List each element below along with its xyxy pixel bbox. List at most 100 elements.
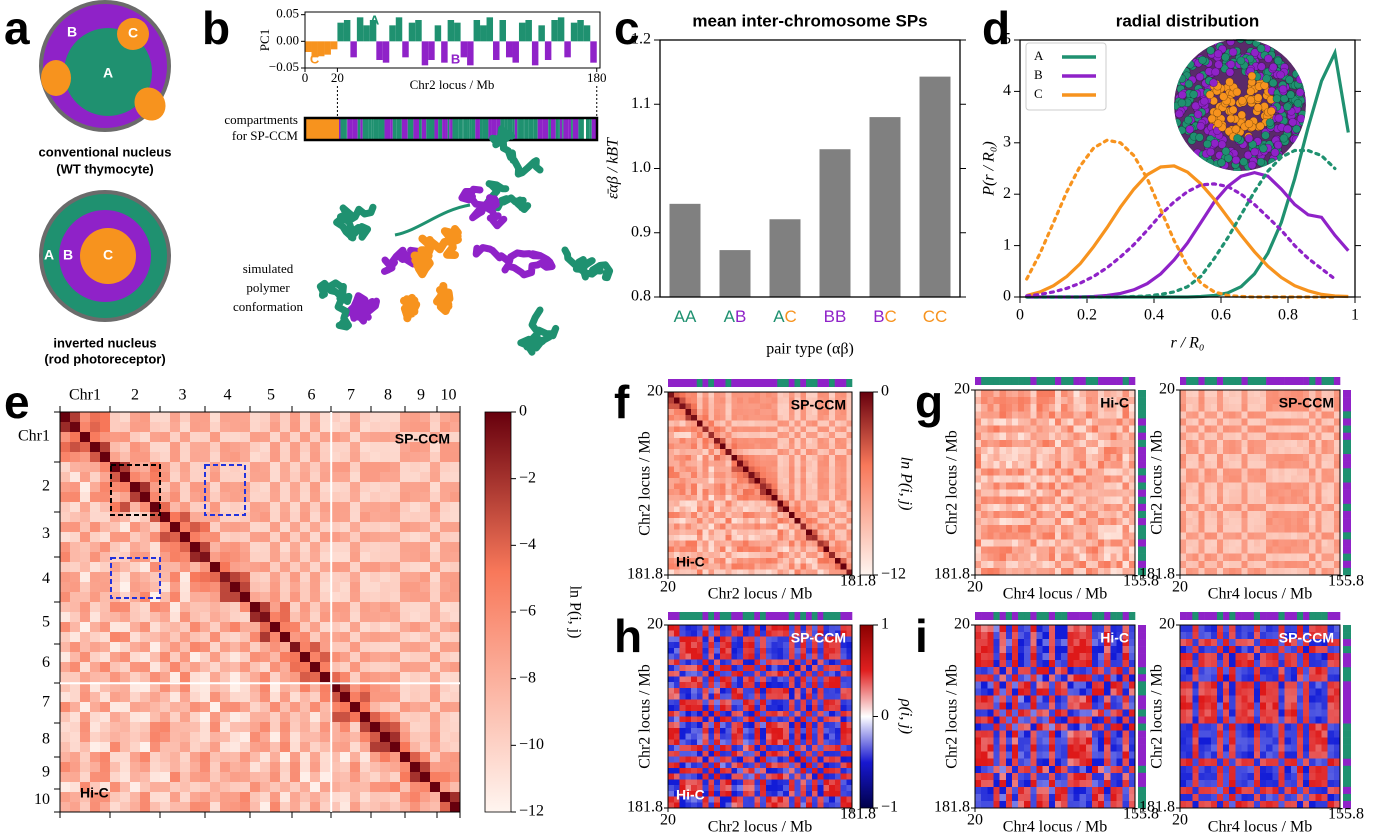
heatmap-cell xyxy=(150,512,161,523)
heatmap-cell xyxy=(440,502,451,513)
heatmap-cell xyxy=(975,503,982,512)
heatmap-cell xyxy=(360,462,371,473)
heatmap-cell xyxy=(360,542,371,553)
heatmap-cell xyxy=(794,552,801,559)
inset-bead xyxy=(1272,94,1282,104)
heatmap-cell xyxy=(975,446,982,455)
heatmap-cell xyxy=(1091,475,1099,483)
heatmap-cell xyxy=(1210,489,1218,498)
heatmap-cell xyxy=(300,722,311,733)
heatmap-cell xyxy=(760,489,767,496)
heatmap-cell xyxy=(300,662,311,673)
heatmap-cell xyxy=(100,512,111,523)
heatmap-cell xyxy=(794,500,801,507)
heatmap-cell xyxy=(1079,446,1087,455)
heatmap-cell xyxy=(280,722,291,733)
heatmap-cell xyxy=(702,426,709,433)
heatmap-cell xyxy=(817,483,824,490)
heatmap-cell xyxy=(794,472,801,479)
colorbar-tick-label: −4 xyxy=(519,536,536,553)
heatmap-cell xyxy=(1321,539,1328,547)
heatmap-cell xyxy=(696,489,703,496)
heatmap-cell xyxy=(140,692,151,703)
heatmap-cell xyxy=(440,562,451,573)
heatmap-cell xyxy=(731,477,738,484)
heatmap-cell xyxy=(754,466,761,473)
heatmap-cell xyxy=(673,414,680,421)
heatmap-cell xyxy=(150,432,161,443)
heatmap-cell xyxy=(1122,503,1130,512)
heatmap-cell xyxy=(350,662,361,673)
chromosome-label: 7 xyxy=(42,694,50,711)
heatmap-cell xyxy=(783,477,790,484)
heatmap-cell xyxy=(748,569,755,576)
heatmap-cell xyxy=(840,563,847,570)
compartment-stripe xyxy=(754,379,761,387)
heatmap-cell xyxy=(714,392,721,399)
heatmap-cell xyxy=(725,397,732,404)
heatmap-cell xyxy=(1005,454,1013,462)
heatmap-cell xyxy=(840,454,847,461)
heatmap-cell xyxy=(1210,397,1218,405)
heatmap-cell xyxy=(320,762,331,773)
heatmap-cell xyxy=(696,449,703,456)
inset-bead xyxy=(1239,157,1249,167)
heatmap-cell xyxy=(360,572,371,583)
heatmap-cell xyxy=(420,752,431,763)
heatmap-cell xyxy=(1235,425,1242,433)
heatmap-cell xyxy=(410,562,421,573)
heatmap-cell xyxy=(1067,560,1074,569)
heatmap-cell xyxy=(708,454,715,461)
heatmap-cell xyxy=(1241,397,1248,405)
heatmap-cell xyxy=(440,552,451,563)
heatmap-cell xyxy=(180,512,191,523)
heatmap-cell xyxy=(1067,446,1074,455)
heatmap-cell xyxy=(440,722,451,733)
compartment-stripe xyxy=(1138,425,1146,433)
heatmap-cell xyxy=(320,592,331,603)
x-tick-label: 180 xyxy=(587,70,607,85)
heatmap-cell xyxy=(823,523,830,530)
heatmap-cell xyxy=(1079,560,1087,569)
heatmap-cell xyxy=(981,482,988,490)
heatmap-cell xyxy=(1104,532,1111,540)
heatmap-cell xyxy=(180,432,191,443)
heatmap-cell xyxy=(80,752,91,763)
heatmap-cell xyxy=(817,529,824,536)
heatmap-cell xyxy=(310,462,321,473)
heatmap-cell xyxy=(1216,475,1224,483)
heatmap-cell xyxy=(140,732,151,743)
heatmap-cell xyxy=(731,540,738,547)
heatmap-cell xyxy=(90,772,101,783)
heatmap-cell xyxy=(440,732,451,743)
heatmap-cell xyxy=(714,512,721,519)
heatmap-cell xyxy=(130,532,141,543)
heatmap-cell xyxy=(220,422,231,433)
heatmap-cell xyxy=(725,540,732,547)
heatmap-cell xyxy=(290,612,301,623)
heatmap-cell xyxy=(290,472,301,483)
heatmap-cell xyxy=(280,432,291,443)
heatmap-cell xyxy=(1296,468,1304,476)
heatmap-cell xyxy=(1048,489,1056,498)
compartment-stripe xyxy=(1229,377,1236,385)
heatmap-cell xyxy=(430,562,441,573)
heatmap-cell xyxy=(340,442,351,453)
heatmap-cell xyxy=(1055,411,1062,419)
heatmap-cell xyxy=(1253,489,1261,498)
heatmap-cell xyxy=(685,517,692,524)
heatmap-cell xyxy=(765,540,772,547)
heatmap-cell xyxy=(788,414,795,421)
pc1-bar xyxy=(512,41,519,63)
heatmap-cell xyxy=(1067,567,1074,576)
heatmap-cell xyxy=(788,546,795,553)
heatmap-cell xyxy=(300,502,311,513)
heatmap-cell xyxy=(760,523,767,530)
heatmap-cell xyxy=(1085,461,1093,469)
heatmap-cell xyxy=(1253,518,1261,526)
heatmap-cell xyxy=(760,454,767,461)
heatmap-cell xyxy=(1303,489,1310,498)
heatmap-cell xyxy=(450,592,461,603)
pc1-bar xyxy=(317,41,325,57)
heatmap-cell xyxy=(777,414,784,421)
